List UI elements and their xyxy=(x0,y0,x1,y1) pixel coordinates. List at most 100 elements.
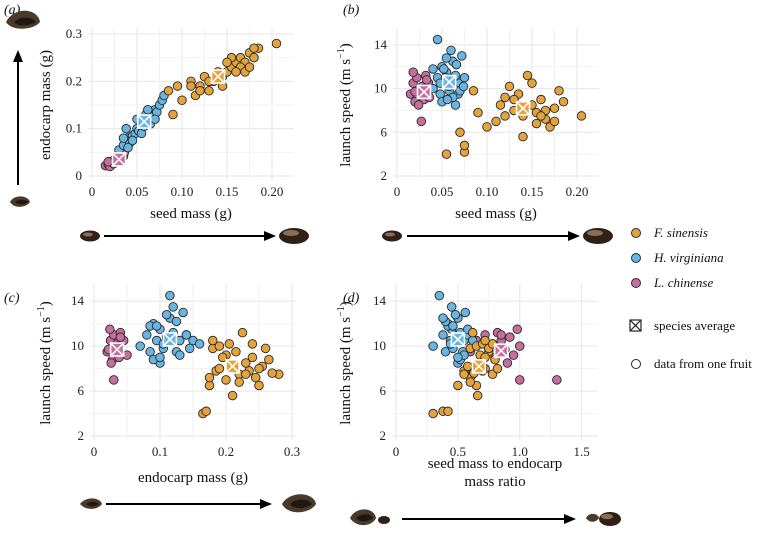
seed-large-icon-b xyxy=(583,228,613,244)
data-point-f-sinensis xyxy=(441,149,452,159)
x-tick-label: 0.20 xyxy=(261,184,284,199)
data-point-l-chinense xyxy=(496,330,506,340)
data-point-l-chinense xyxy=(512,324,523,335)
y-tick-label: 14 xyxy=(374,37,388,52)
data-point-f-sinensis xyxy=(463,361,473,372)
average-h-virginiana xyxy=(441,74,457,90)
y-tick-label: 10 xyxy=(374,81,387,96)
data-point-h-virginiana xyxy=(121,123,131,134)
data-point-f-sinensis xyxy=(201,406,211,417)
legend-label-l-chinense: L. chinense xyxy=(653,275,713,290)
legend-dot-h-virginiana xyxy=(631,253,641,263)
panel-c: 0 0.1 0.2 0.3 2 6 10 14 (c) endocarp mass (g) laun… xyxy=(4,284,300,486)
data-point-f-sinensis xyxy=(250,372,261,383)
y-tick-label: 0 xyxy=(76,168,83,183)
data-point-f-sinensis xyxy=(222,57,232,68)
data-point-f-sinensis xyxy=(172,81,183,91)
data-point-h-virginiana xyxy=(143,104,153,115)
data-point-h-virginiana xyxy=(135,341,145,351)
data-point-h-virginiana xyxy=(168,302,178,312)
data-point-l-chinense xyxy=(515,341,525,351)
panel-label: (b) xyxy=(343,3,360,18)
data-point-f-sinensis xyxy=(168,109,178,120)
y-tick-label: 0.2 xyxy=(66,73,82,88)
x-axis-label: endocarp mass (g) xyxy=(138,470,248,486)
average-cross xyxy=(162,332,177,347)
data-point-h-virginiana xyxy=(175,350,185,360)
average-h-virginiana xyxy=(450,332,466,347)
data-point-h-virginiana xyxy=(434,290,445,301)
x-tick-label: 0.10 xyxy=(476,184,499,199)
x-tick-label: 1.5 xyxy=(574,444,590,459)
y-axis-label: launch speed (m s−1) xyxy=(336,43,354,167)
data-point-h-virginiana xyxy=(194,339,205,349)
average-f-sinensis xyxy=(471,359,487,374)
data-point-f-sinensis xyxy=(459,140,470,151)
y-tick-label: 10 xyxy=(373,338,386,353)
data-point-h-virginiana xyxy=(451,59,462,70)
data-point-f-sinensis xyxy=(443,406,453,417)
data-point-f-sinensis xyxy=(260,343,271,354)
data-point-h-virginiana xyxy=(142,330,152,340)
data-point-f-sinensis xyxy=(217,352,228,363)
data-point-f-sinensis xyxy=(204,372,215,383)
data-point-f-sinensis xyxy=(428,408,438,419)
x-tick-label: 0 xyxy=(91,444,98,459)
data-point-f-sinensis xyxy=(504,81,515,92)
data-point-f-sinensis xyxy=(500,92,510,103)
data-point-f-sinensis xyxy=(234,377,244,387)
x-axis-label: seed mass (g) xyxy=(455,206,537,222)
legend-label-fruit: data from one fruit xyxy=(654,356,752,371)
grid xyxy=(392,284,598,440)
average-l-chinense xyxy=(493,343,509,358)
average-l-chinense xyxy=(416,84,432,100)
legend: F. sinensis H. virginiana L. chinense sp… xyxy=(629,225,752,371)
data-point-h-virginiana xyxy=(184,343,195,354)
x-arrowhead-a-icon xyxy=(264,231,276,241)
x-tick-label: 0.05 xyxy=(126,184,149,199)
data-point-l-chinense xyxy=(105,324,115,335)
y-tick-label: 2 xyxy=(381,168,388,183)
data-point-f-sinensis xyxy=(227,390,238,401)
y-tick-label: 6 xyxy=(381,124,388,139)
data-point-f-sinensis xyxy=(204,86,214,96)
data-point-f-sinensis xyxy=(531,118,542,129)
data-point-f-sinensis xyxy=(482,122,492,132)
data-point-h-virginiana xyxy=(459,72,470,83)
series-h-virginiana xyxy=(428,290,478,368)
y-tick-label: 6 xyxy=(380,383,387,398)
endocarp-large-icon-c xyxy=(282,494,316,513)
x-axis-label: seed mass (g) xyxy=(150,206,232,222)
average-l-chinense xyxy=(109,342,125,357)
data-point-f-sinensis xyxy=(221,375,231,385)
data-point-h-virginiana xyxy=(151,321,162,331)
x-tick-label: 0.1 xyxy=(152,444,168,459)
data-point-l-chinense xyxy=(515,375,525,385)
data-point-h-virginiana xyxy=(155,352,165,363)
average-marker-icon xyxy=(629,319,642,332)
data-point-l-chinense xyxy=(408,67,418,77)
data-point-h-virginiana xyxy=(145,347,155,357)
seed-small-icon-b xyxy=(382,230,402,242)
legend-item-l-chinense: L. chinense xyxy=(631,275,713,290)
data-point-f-sinensis xyxy=(186,81,196,91)
y-axis-label: launch speed (m s−1) xyxy=(36,301,54,425)
y-axis-label: launch speed (m s−1) xyxy=(336,301,354,425)
legend-dot-f-sinensis xyxy=(631,228,641,238)
data-point-f-sinensis xyxy=(536,94,546,105)
data-point-l-chinense xyxy=(115,332,126,342)
data-point-f-sinensis xyxy=(247,352,258,363)
x-tick-label: 0.10 xyxy=(171,184,194,199)
average-cross xyxy=(471,359,486,374)
legend-item-h-virginiana: H. virginiana xyxy=(631,250,724,265)
y-tick-label: 2 xyxy=(380,428,387,443)
data-point-f-sinensis xyxy=(518,131,528,142)
data-point-h-virginiana xyxy=(438,330,448,340)
data-point-h-virginiana xyxy=(458,81,469,92)
data-point-f-sinensis xyxy=(495,100,506,110)
x-tick-label: 0.05 xyxy=(431,184,454,199)
x-tick-label: 0.5 xyxy=(450,444,466,459)
data-point-h-virginiana xyxy=(453,352,463,363)
legend-dot-l-chinense xyxy=(631,278,641,288)
data-point-h-virginiana xyxy=(428,64,438,74)
